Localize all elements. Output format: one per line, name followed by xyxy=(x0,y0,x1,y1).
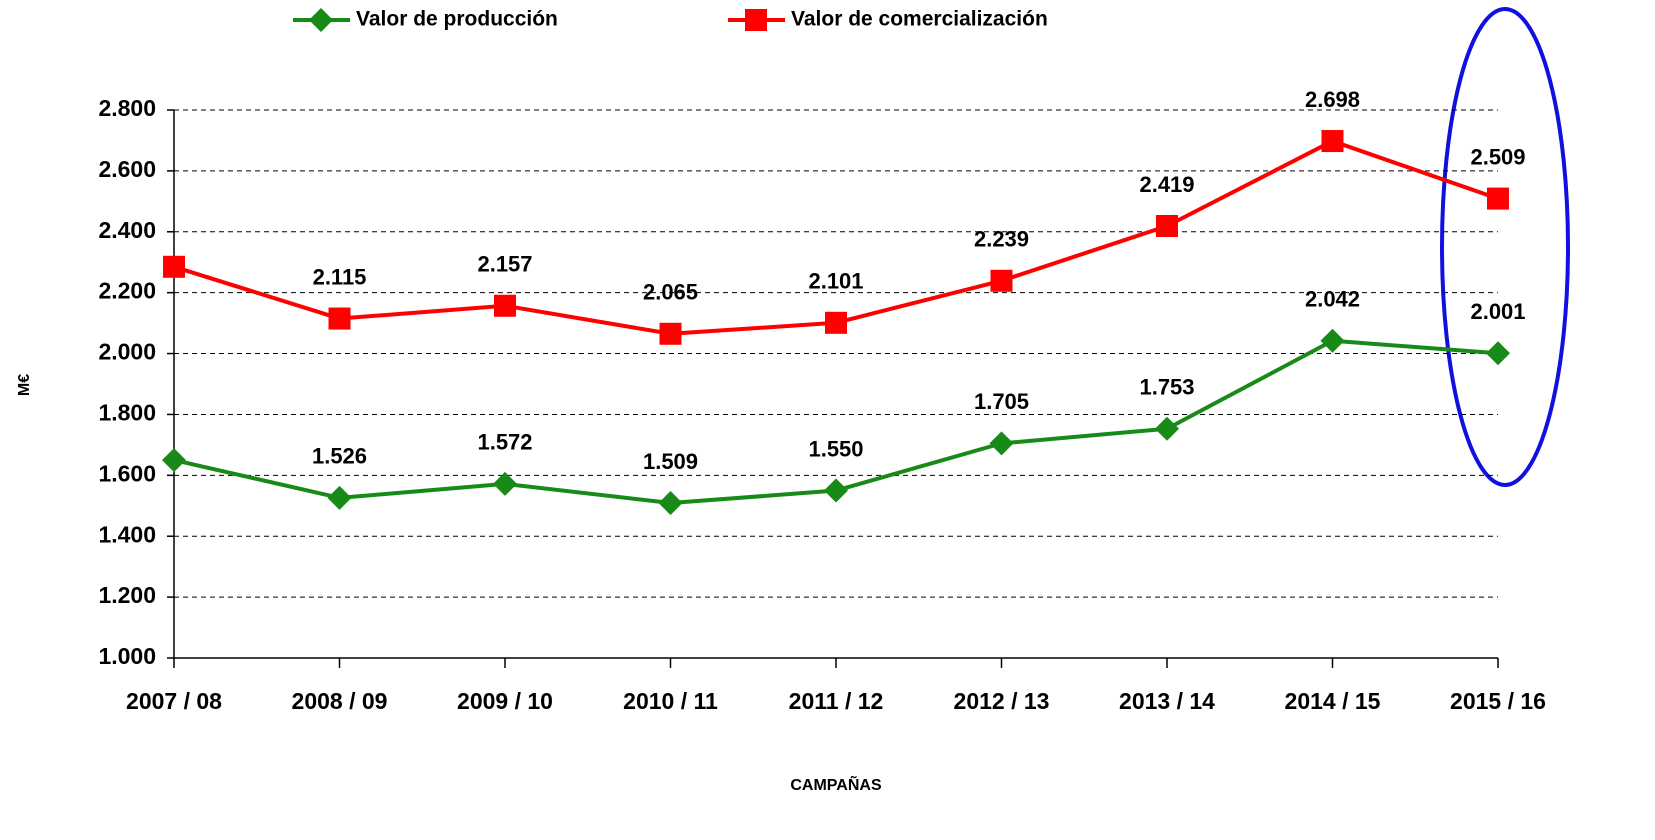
y-tick-label: 1.800 xyxy=(98,400,156,426)
data-point xyxy=(493,471,517,496)
data-label: 1.753 xyxy=(1139,375,1194,400)
data-label: 1.550 xyxy=(808,436,863,461)
data-label: 2.157 xyxy=(477,252,532,277)
data-label: 2.065 xyxy=(643,280,698,305)
data-point xyxy=(163,255,185,278)
x-tick-label: 2010 / 11 xyxy=(623,688,718,714)
data-point xyxy=(1156,214,1178,237)
data-point xyxy=(989,431,1014,456)
data-point xyxy=(658,491,683,516)
x-tick-label: 2008 / 09 xyxy=(292,688,388,714)
data-point xyxy=(494,294,516,317)
data-point xyxy=(327,485,352,510)
data-label: 1.509 xyxy=(643,449,698,474)
x-tick-label: 2014 / 15 xyxy=(1285,688,1381,714)
x-axis-title: CAMPAÑAS xyxy=(790,774,882,794)
data-point xyxy=(824,478,848,503)
y-tick-label: 2.600 xyxy=(98,156,156,182)
legend-label: Valor de producción xyxy=(356,8,558,31)
data-label: 2.509 xyxy=(1470,144,1525,169)
data-point xyxy=(825,311,847,334)
data-point xyxy=(659,322,682,345)
legend-marker xyxy=(745,9,767,31)
data-point xyxy=(328,307,351,330)
y-tick-label: 2.000 xyxy=(98,339,156,365)
x-tick-label: 2009 / 10 xyxy=(457,688,553,714)
data-label: 2.698 xyxy=(1305,87,1360,112)
y-tick-label: 1.600 xyxy=(98,460,156,486)
data-label: 2.042 xyxy=(1305,287,1360,312)
x-tick-label: 2012 / 13 xyxy=(954,688,1050,714)
y-tick-label: 1.000 xyxy=(98,643,156,669)
data-point xyxy=(1320,328,1345,353)
data-label: 2.001 xyxy=(1470,299,1525,324)
highlight-ellipse xyxy=(1440,7,1570,487)
x-tick-label: 2007 / 08 xyxy=(126,688,222,714)
data-point xyxy=(162,448,186,473)
legend-marker xyxy=(309,8,333,32)
data-label: 1.705 xyxy=(974,389,1029,414)
y-tick-label: 1.400 xyxy=(98,521,156,547)
x-tick-label: 2015 / 16 xyxy=(1450,688,1546,714)
x-tick-label: 2013 / 14 xyxy=(1119,688,1215,714)
data-label: 2.239 xyxy=(974,227,1029,252)
data-label: 1.572 xyxy=(477,430,532,455)
data-point xyxy=(1155,416,1179,441)
y-axis-title: M€ xyxy=(16,374,33,396)
x-tick-label: 2011 / 12 xyxy=(789,688,884,714)
y-tick-label: 1.200 xyxy=(98,582,156,608)
data-point xyxy=(990,269,1013,292)
y-tick-label: 2.200 xyxy=(98,278,156,304)
data-point xyxy=(1486,341,1510,366)
data-label: 2.101 xyxy=(808,269,863,294)
data-point xyxy=(1487,187,1509,210)
data-point xyxy=(1321,130,1344,153)
data-label: 2.115 xyxy=(313,264,367,289)
data-label: 1.526 xyxy=(312,444,367,469)
y-tick-label: 2.400 xyxy=(98,217,156,243)
data-label: 2.419 xyxy=(1139,172,1194,197)
legend-label: Valor de comercialización xyxy=(791,8,1048,31)
y-tick-label: 2.800 xyxy=(98,95,156,121)
